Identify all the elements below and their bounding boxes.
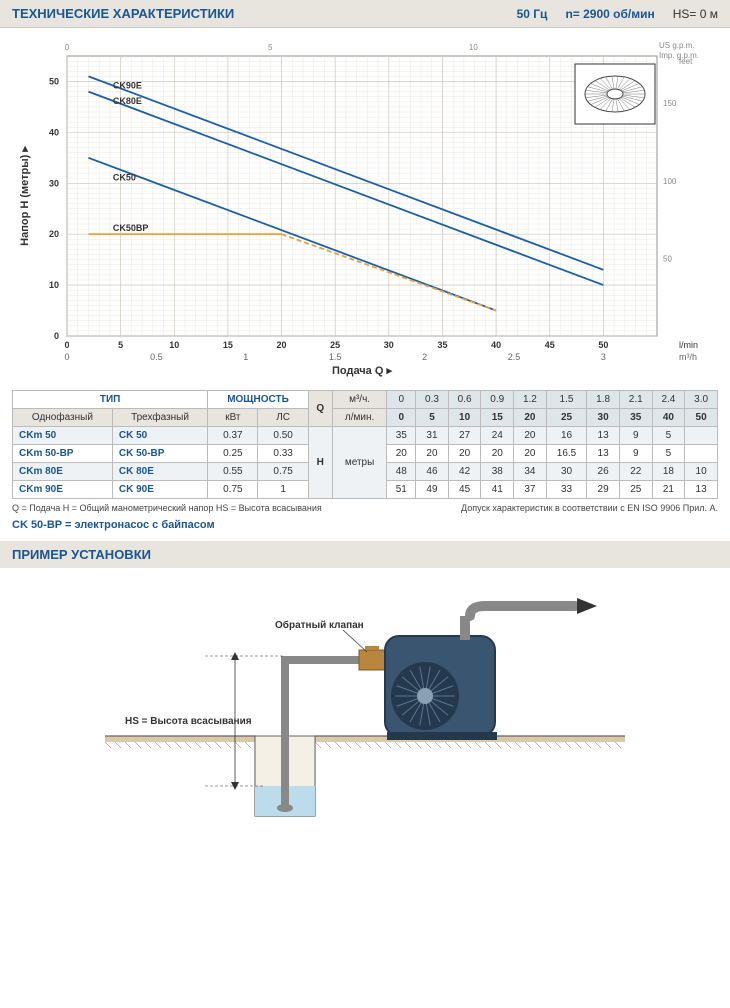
- svg-text:50: 50: [49, 76, 59, 86]
- svg-text:Подача Q ▸: Подача Q ▸: [332, 365, 392, 377]
- hs-value: HS= 0 м: [673, 7, 718, 21]
- svg-text:10: 10: [469, 43, 478, 52]
- svg-text:0: 0: [64, 340, 69, 350]
- svg-text:10: 10: [49, 280, 59, 290]
- svg-text:0: 0: [54, 331, 59, 341]
- svg-text:5: 5: [268, 43, 273, 52]
- footnote-right: Допуск характеристик в соответствии с EN…: [461, 503, 718, 513]
- svg-text:1.5: 1.5: [329, 352, 342, 362]
- svg-text:US g.p.m.: US g.p.m.: [659, 41, 695, 50]
- svg-text:0.5: 0.5: [150, 352, 163, 362]
- svg-text:Обратный клапан: Обратный клапан: [275, 619, 364, 631]
- svg-text:10: 10: [169, 340, 179, 350]
- svg-text:25: 25: [330, 340, 340, 350]
- svg-text:1: 1: [243, 352, 248, 362]
- spec-header: ТЕХНИЧЕСКИЕ ХАРАКТЕРИСТИКИ 50 Гц n= 2900…: [0, 0, 730, 28]
- svg-text:100: 100: [663, 177, 677, 186]
- performance-chart: 05101520253035404550l/min00.511.522.53m³…: [0, 28, 730, 382]
- bypass-note: CK 50-BP = электронасос с байпасом: [0, 517, 730, 541]
- install-diagram: Обратный клапан HS = Высота всасывания: [0, 568, 730, 847]
- svg-text:30: 30: [49, 178, 59, 188]
- svg-text:5: 5: [118, 340, 123, 350]
- data-table-wrap: ТИПМОЩНОСТЬQм³/ч.00.30.60.91.21.51.82.12…: [0, 390, 730, 499]
- svg-text:Напор H (метры) ▸: Напор H (метры) ▸: [19, 146, 31, 246]
- svg-text:150: 150: [663, 99, 677, 108]
- svg-text:2: 2: [422, 352, 427, 362]
- svg-text:CK80E: CK80E: [113, 96, 142, 106]
- svg-text:20: 20: [49, 229, 59, 239]
- svg-text:0: 0: [64, 352, 69, 362]
- svg-text:40: 40: [491, 340, 501, 350]
- svg-text:l/min: l/min: [679, 340, 698, 350]
- svg-text:feet: feet: [679, 57, 693, 66]
- data-table: ТИПМОЩНОСТЬQм³/ч.00.30.60.91.21.51.82.12…: [12, 390, 718, 499]
- svg-text:20: 20: [277, 340, 287, 350]
- svg-text:3: 3: [601, 352, 606, 362]
- svg-text:15: 15: [223, 340, 233, 350]
- svg-text:30: 30: [384, 340, 394, 350]
- svg-text:35: 35: [437, 340, 447, 350]
- install-svg: Обратный клапан HS = Высота всасывания: [105, 586, 625, 826]
- svg-text:2.5: 2.5: [508, 352, 521, 362]
- svg-text:CK90E: CK90E: [113, 81, 142, 91]
- footnote-left: Q = Подача H = Общий манометрический нап…: [12, 503, 322, 513]
- svg-text:45: 45: [545, 340, 555, 350]
- svg-text:HS = Высота всасывания: HS = Высота всасывания: [125, 716, 252, 727]
- svg-text:50: 50: [663, 254, 672, 263]
- freq-value: 50 Гц: [517, 7, 548, 21]
- svg-text:0: 0: [65, 43, 70, 52]
- header-title: ТЕХНИЧЕСКИЕ ХАРАКТЕРИСТИКИ: [12, 6, 517, 21]
- svg-text:CK50: CK50: [113, 172, 136, 182]
- svg-text:m³/h: m³/h: [679, 352, 697, 362]
- footnotes: Q = Подача H = Общий манометрический нап…: [0, 499, 730, 517]
- svg-text:40: 40: [49, 127, 59, 137]
- rpm-value: n= 2900 об/мин: [565, 7, 654, 21]
- svg-text:50: 50: [598, 340, 608, 350]
- install-header: ПРИМЕР УСТАНОВКИ: [0, 541, 730, 568]
- svg-text:CK50BP: CK50BP: [113, 223, 149, 233]
- header-specs: 50 Гц n= 2900 об/мин HS= 0 м: [517, 7, 718, 21]
- chart-svg: 05101520253035404550l/min00.511.522.53m³…: [12, 38, 712, 378]
